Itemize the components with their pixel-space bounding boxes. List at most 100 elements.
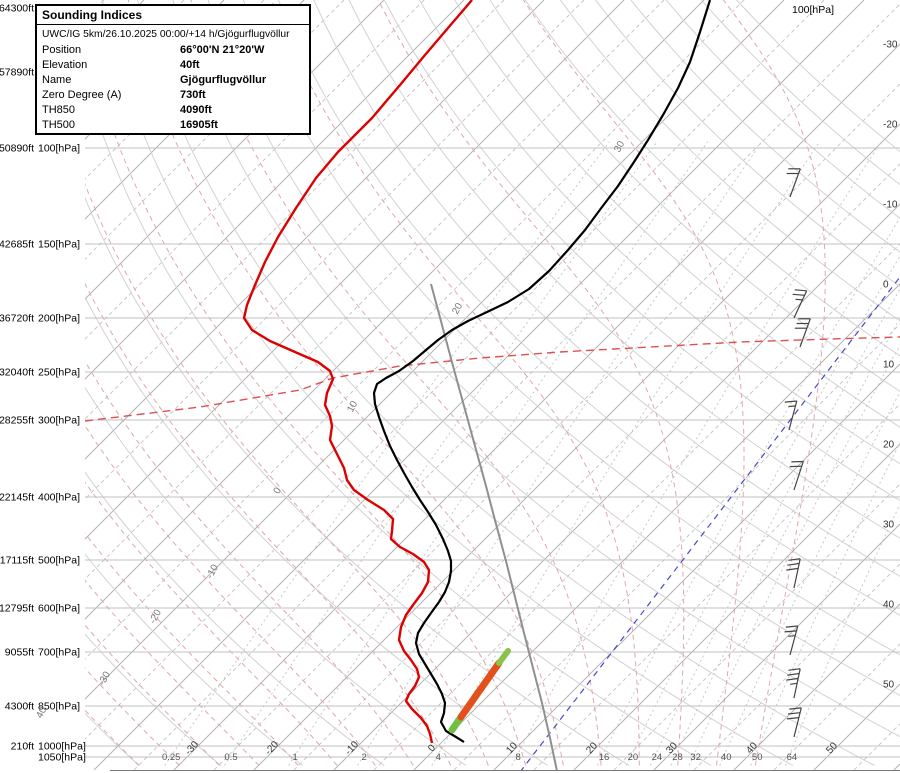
pressure-label: 1000[hPa]: [38, 741, 86, 753]
temperature-profile: [372, 0, 712, 743]
isotherm-line: [85, 0, 545, 460]
barb-half-feather: [790, 682, 798, 685]
isotherm-line: [173, 43, 900, 770]
moist-adiabat-line: [190, 0, 602, 766]
pressure-label: 250[hPa]: [38, 367, 80, 379]
right-temp-label: 0: [883, 280, 889, 291]
dry-adiabat-line: [348, 0, 900, 539]
isotherm-line: [493, 363, 900, 770]
isotherm-dashed-line: [373, 243, 900, 770]
adiabat-label: -30: [97, 669, 114, 687]
wind-barb: [789, 460, 804, 491]
dry-adiabat-line: [418, 0, 900, 465]
dry-adiabat-line: [85, 386, 467, 766]
dry-adiabat-line: [524, 0, 900, 357]
altitude-label: 42685ft: [0, 239, 34, 251]
isotherm-line: [733, 603, 900, 770]
dry-adiabat-line: [313, 0, 900, 577]
sounding-indices-panel: Sounding Indices UWC/IG 5km/26.10.2025 0…: [35, 4, 311, 135]
adiabat-label: 30: [612, 139, 627, 154]
row-label: TH850: [42, 104, 76, 116]
moist-adiabat-line: [127, 0, 564, 766]
wind-barb: [784, 625, 799, 656]
isotherm-line: [85, 0, 705, 620]
right-temp-label: 20: [883, 440, 895, 451]
moist-adiabat-line: [85, 624, 220, 766]
barb-feather: [788, 668, 801, 671]
altitude-label: 28255ft: [0, 415, 34, 427]
mixing-ratio-label: 24: [652, 752, 663, 763]
row-value: 730ft: [180, 89, 206, 101]
row-value: Gjögurflugvöllur: [180, 74, 267, 86]
altitude-label: 64300ft: [0, 3, 34, 15]
mixing-ratio-line: [649, 287, 900, 766]
barb-feather: [785, 625, 798, 628]
pressure-label: 500[hPa]: [38, 555, 80, 567]
parcel-highlight-segment: [457, 659, 503, 721]
mixing-ratio-line: [511, 141, 882, 766]
barb-feather: [787, 562, 800, 566]
panel-row-th500: TH500 16905ft: [37, 118, 309, 133]
isotherm-line: [93, 0, 865, 770]
moist-adiabat-line: [271, 0, 640, 766]
right-temp-label: 30: [883, 520, 895, 531]
mixing-ratio-line: [719, 390, 900, 766]
dry-adiabat-line: [665, 0, 900, 219]
pressure-label: 300[hPa]: [38, 415, 80, 427]
dry-adiabat-line: [85, 471, 385, 766]
moist-adiabat-line: [85, 31, 527, 766]
mixing-ratio-line: [357, 141, 763, 766]
moist-adiabat-line: [85, 182, 489, 766]
mixing-ratio-label: 1: [293, 752, 298, 763]
adiabat-label: -20: [148, 607, 165, 625]
adiabat-label: 20: [450, 301, 465, 316]
bottom-temp-label: -20: [263, 739, 281, 757]
row-value: 66°00'N 21°20'W: [180, 44, 265, 56]
barb-feather: [784, 630, 797, 633]
right-temp-label: -30: [883, 40, 898, 51]
mixing-ratio-line: [224, 141, 658, 766]
isotherm-dashed-line: [853, 723, 900, 770]
panel-subtitle: UWC/IG 5km/26.10.2025 00:00/+14 h/Gjögur…: [42, 29, 290, 40]
right-temp-label: -20: [883, 120, 898, 131]
isotherm-line: [85, 0, 465, 380]
row-value: 40ft: [180, 59, 200, 71]
pressure-label: 1050[hPa]: [38, 752, 86, 764]
barb-feather: [786, 677, 799, 681]
barb-staff: [793, 558, 801, 589]
moist-adiabat-line: [85, 282, 452, 766]
wind-barb: [786, 668, 801, 699]
wind-barb: [792, 289, 808, 319]
mixing-ratio-label: 2: [361, 752, 366, 763]
mixing-ratio-line: [431, 141, 820, 766]
dry-adiabat-line: [630, 0, 900, 253]
altitude-label: 50890ft: [0, 143, 34, 155]
barb-feather: [788, 558, 801, 561]
barb-staff: [793, 707, 802, 738]
right-temp-label: -10: [883, 200, 898, 211]
surface-mixing-line: [520, 276, 900, 770]
isotherm-line: [333, 203, 900, 770]
mixing-ratio-label: 64: [787, 752, 798, 763]
pressure-label: 850[hPa]: [38, 701, 80, 713]
right-temp-label: 40: [883, 600, 895, 611]
parcel-reference-line: [430, 283, 558, 770]
altitude-label: 32040ft: [0, 367, 34, 379]
dry-adiabat-line: [383, 0, 900, 502]
pressure-label: 600[hPa]: [38, 603, 80, 615]
panel-row-elevation: Elevation 40ft: [37, 58, 309, 73]
panel-row-zero-degree: Zero Degree (A) 730ft: [37, 88, 309, 103]
altitude-label: 36720ft: [0, 313, 34, 325]
panel-row-th850: TH850 4090ft: [37, 103, 309, 118]
mixing-ratio-label: 20: [628, 752, 639, 763]
dry-adiabat-line: [559, 0, 900, 322]
barb-half-feather: [795, 298, 803, 301]
moist-adiabat-line: [85, 579, 260, 766]
altitude-label: 9055ft: [5, 647, 34, 659]
parcel-highlight-segment: [496, 648, 511, 666]
pressure-label: 200[hPa]: [38, 313, 80, 325]
bottom-temp-label: -10: [343, 739, 361, 757]
wind-barb: [786, 707, 802, 738]
